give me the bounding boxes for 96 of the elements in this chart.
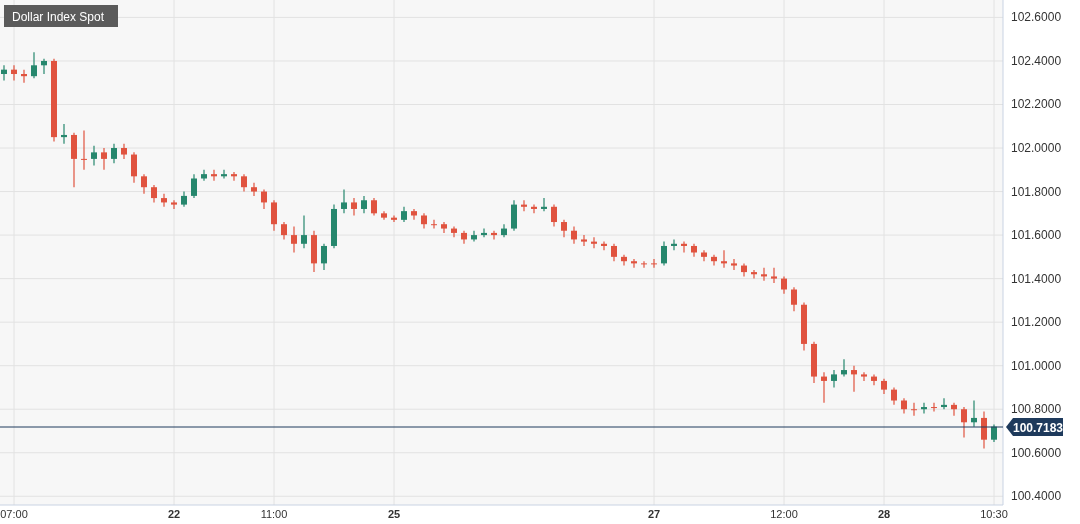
candlestick xyxy=(761,267,767,282)
candlestick xyxy=(271,199,277,232)
candlestick xyxy=(441,221,447,234)
candlestick xyxy=(261,188,267,210)
y-tick-label: 102.4000 xyxy=(1011,53,1062,68)
candlestick xyxy=(601,241,607,251)
candlestick xyxy=(581,234,587,247)
candlestick xyxy=(31,51,37,79)
y-tick-label: 102.0000 xyxy=(1011,141,1062,156)
x-tick-label: 27 xyxy=(647,508,661,520)
candlestick xyxy=(651,258,657,269)
candlestick xyxy=(471,230,477,243)
candlestick xyxy=(551,204,557,227)
y-tick-label: 102.2000 xyxy=(1011,97,1062,112)
candlestick xyxy=(631,258,637,269)
candlestick xyxy=(251,182,257,197)
y-tick-label: 102.6000 xyxy=(1011,10,1062,25)
candlestick xyxy=(731,258,737,271)
candlestick xyxy=(971,399,977,428)
candlestick xyxy=(661,241,667,267)
candlestick xyxy=(821,371,827,404)
candlestick xyxy=(911,402,917,417)
candlestick xyxy=(191,173,197,199)
x-tick-label: 12:00 xyxy=(770,508,798,520)
candlestick xyxy=(921,402,927,415)
x-tick-label: 07:00 xyxy=(0,508,28,520)
candlestick xyxy=(451,225,457,238)
candlestick xyxy=(851,365,857,393)
candlestick xyxy=(1,64,7,82)
candlestick xyxy=(571,225,577,245)
candlestick xyxy=(841,358,847,378)
candlestick xyxy=(91,145,97,167)
candlestick xyxy=(681,241,687,254)
candlestick xyxy=(721,249,727,269)
candlestick xyxy=(931,402,937,412)
candlestick xyxy=(871,373,877,386)
y-tick-label: 100.6000 xyxy=(1011,445,1062,460)
candlestick xyxy=(201,169,207,182)
candlestick xyxy=(941,397,947,410)
candlestick xyxy=(961,406,967,439)
candlestick xyxy=(221,169,227,180)
candlestick xyxy=(431,219,437,230)
candlestick xyxy=(861,371,867,382)
candlestick xyxy=(131,151,137,184)
candlestick xyxy=(641,260,647,269)
candlestick xyxy=(541,197,547,212)
candlestick xyxy=(111,143,117,164)
candlestick xyxy=(791,286,797,312)
candlestick xyxy=(21,69,27,84)
candlestick xyxy=(81,130,87,171)
x-tick-label: 10:30 xyxy=(980,508,1008,520)
candlestick xyxy=(351,197,357,217)
candlestick xyxy=(11,64,17,82)
candlestick xyxy=(391,214,397,223)
candlestick xyxy=(491,230,497,241)
candlestick xyxy=(481,227,487,238)
candlestick xyxy=(161,193,167,208)
y-tick-label: 101.8000 xyxy=(1011,184,1062,199)
candlestick xyxy=(341,188,347,214)
candlestick xyxy=(101,147,107,171)
y-tick-label: 101.6000 xyxy=(1011,228,1062,243)
x-tick-label: 11:00 xyxy=(260,508,288,520)
x-tick-label: 22 xyxy=(167,508,181,520)
candlestick xyxy=(951,402,957,417)
y-tick-label: 101.0000 xyxy=(1011,358,1062,373)
ref-line-label: 100.7183 xyxy=(1012,420,1064,435)
y-tick-label: 101.4000 xyxy=(1011,271,1062,286)
candlestick xyxy=(531,204,537,214)
candlestick xyxy=(211,169,217,182)
candlestick xyxy=(591,236,597,249)
x-tick-label: 25 xyxy=(387,508,401,520)
y-tick-label: 101.2000 xyxy=(1011,315,1062,330)
candlestick xyxy=(231,171,237,182)
candlestick xyxy=(321,243,327,271)
y-tick-label: 100.4000 xyxy=(1011,489,1062,504)
candlestick xyxy=(41,58,47,75)
candlestick xyxy=(981,410,987,450)
candlestick xyxy=(831,369,837,389)
y-tick-label: 100.8000 xyxy=(1011,402,1062,417)
candlestick xyxy=(291,225,297,254)
x-tick-label: 28 xyxy=(877,508,891,520)
candlestick xyxy=(71,132,77,188)
candlestick xyxy=(711,254,717,267)
candlestick xyxy=(411,208,417,221)
candlestick xyxy=(671,238,677,251)
candlestick xyxy=(621,254,627,267)
candlestick xyxy=(301,214,307,249)
candlestick xyxy=(511,199,517,232)
candlestick xyxy=(771,267,777,284)
candlestick xyxy=(141,173,147,195)
candlestick xyxy=(521,199,527,212)
candlestick xyxy=(751,269,757,280)
text: Dollar Index Spot xyxy=(12,9,105,24)
candlestick xyxy=(701,249,707,262)
candlestick xyxy=(171,199,177,210)
candlestick xyxy=(61,123,67,145)
